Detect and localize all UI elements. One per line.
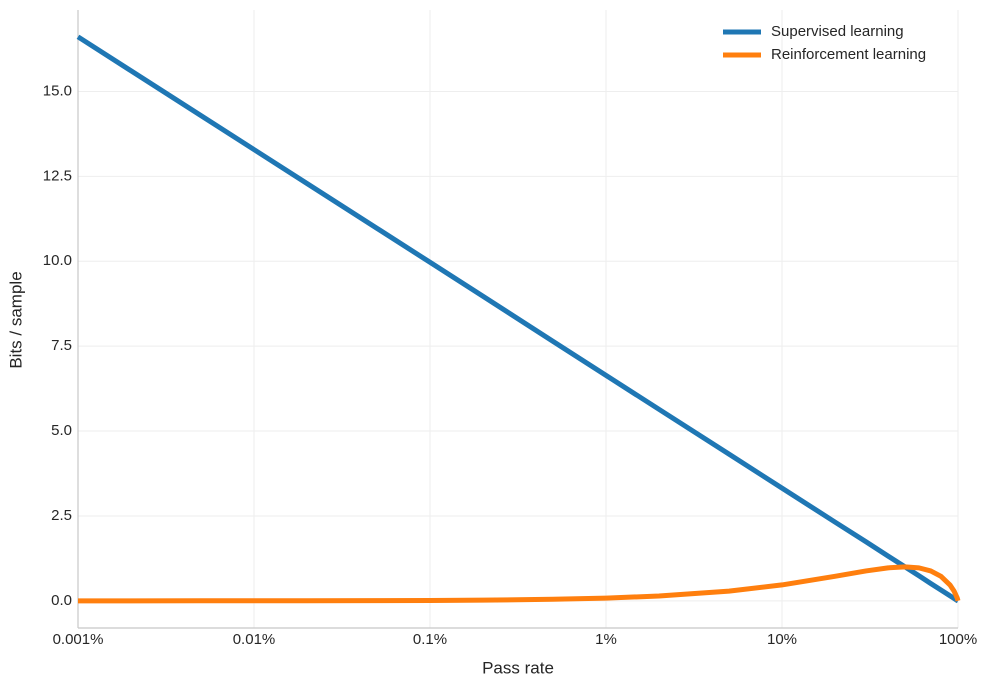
line [76,34,960,604]
x-tick-label: 1% [595,631,617,648]
y-tick-label: 15.0 [43,82,72,99]
x-tick-label: 100% [939,631,977,648]
line [77,564,961,604]
y-tick-label: 2.5 [51,507,72,524]
legend-label: Supervised learning [771,23,904,40]
x-axis-label: Pass rate [482,658,554,677]
y-tick-label: 12.5 [43,167,72,184]
x-tick-label: 10% [767,631,797,648]
x-tick-label: 0.001% [53,631,104,648]
y-axis-label: Bits / sample [6,271,25,368]
y-tick-label: 5.0 [51,422,72,439]
x-tick-label: 0.1% [413,631,447,648]
x-tick-label: 0.01% [233,631,276,648]
y-tick-label: 0.0 [51,592,72,609]
y-tick-label: 10.0 [43,252,72,269]
y-tick-label: 7.5 [51,337,72,354]
legend-label: Reinforcement learning [771,46,926,63]
